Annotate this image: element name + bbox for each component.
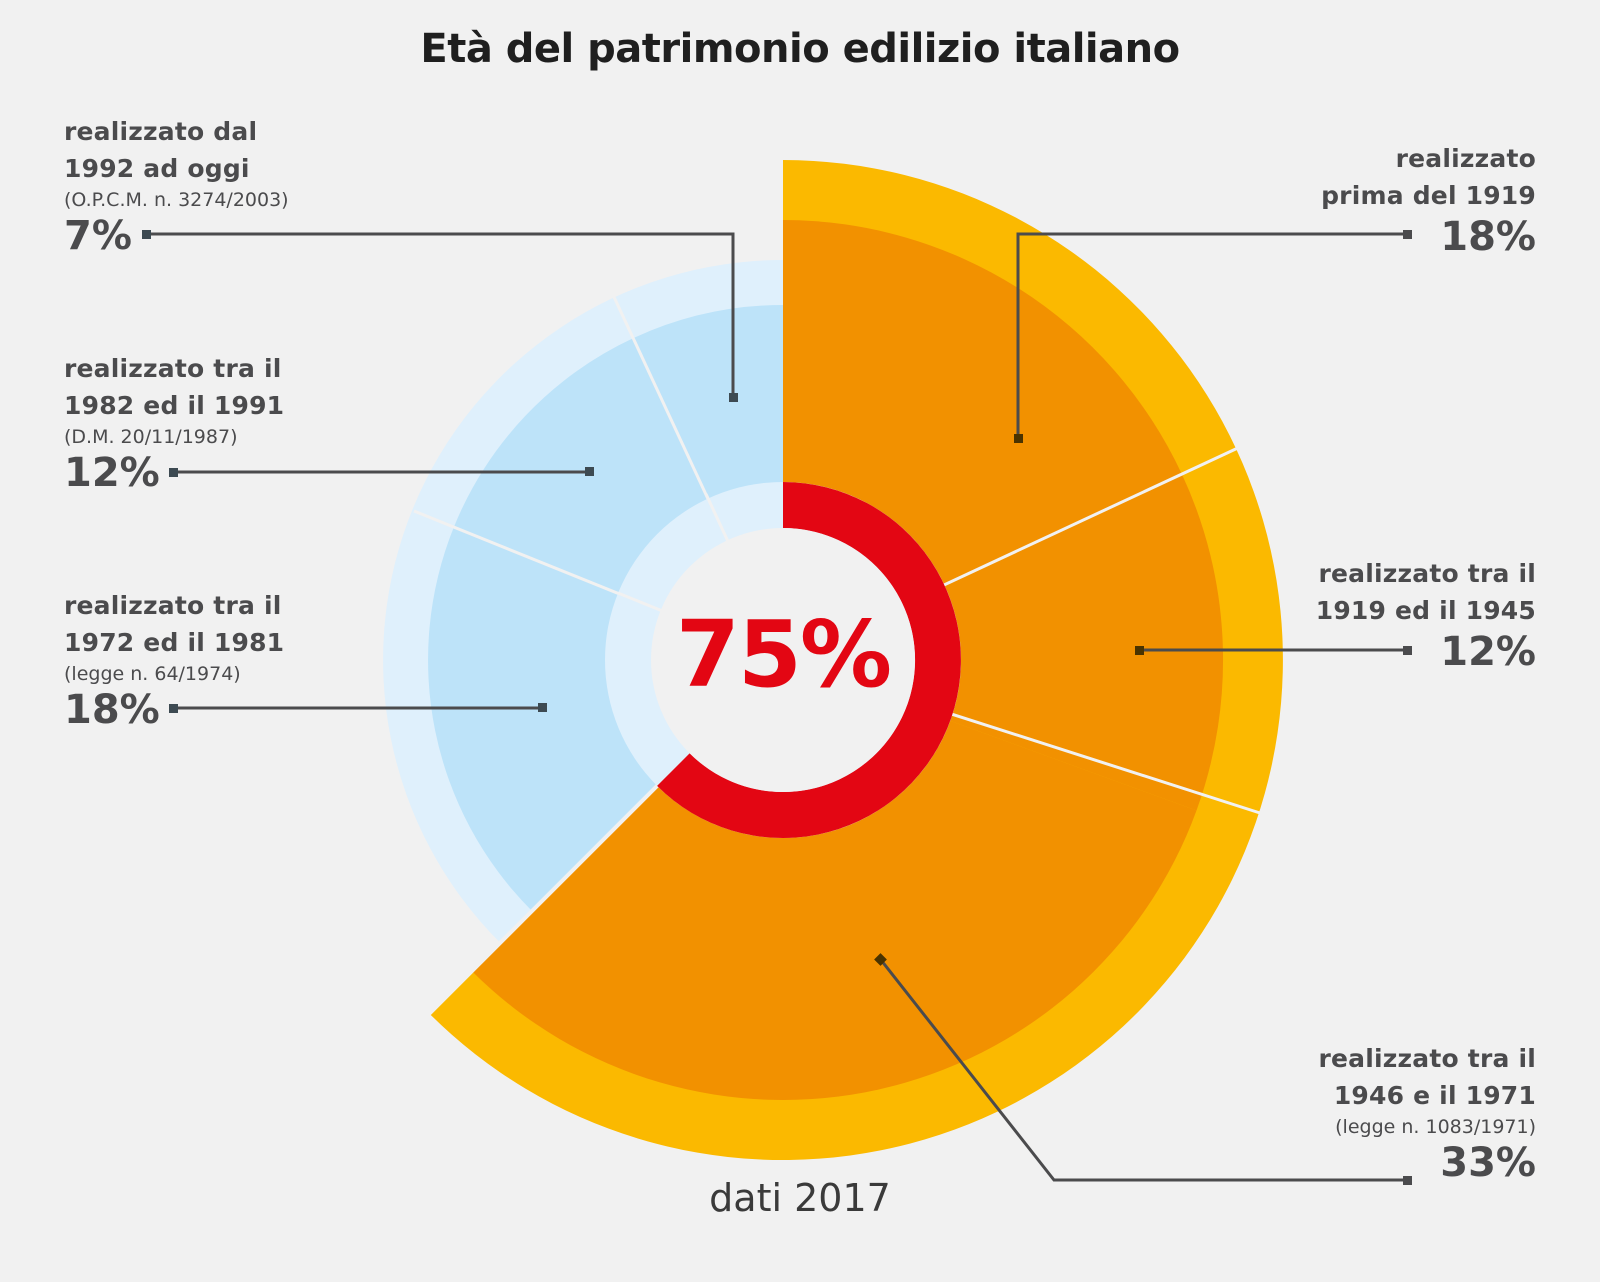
label-1982-1991: realizzato tra il 1982 ed il 1991 (D.M. … xyxy=(64,354,285,496)
label-1946-1971: realizzato tra il 1946 e il 1971 (legge … xyxy=(1318,1044,1537,1186)
leader-markers xyxy=(142,230,738,713)
sector-1919-1945 xyxy=(783,474,1224,811)
percentage-value: 7% xyxy=(64,213,132,259)
percentage-value: 18% xyxy=(1440,214,1536,260)
data-year-footer: dati 2017 xyxy=(709,1176,891,1220)
label-1919-1945: realizzato tra il 1919 ed il 1945 12% xyxy=(1315,559,1536,675)
leader-lines xyxy=(146,232,1407,1182)
percentage-value: 12% xyxy=(64,450,160,496)
center-percentage: 75% xyxy=(675,601,892,708)
chart-title: Età del patrimonio edilizio italiano xyxy=(420,26,1180,72)
center-disc xyxy=(651,528,915,792)
label-1992-today: realizzato dal 1992 ad oggi (O.P.C.M. n.… xyxy=(64,117,289,259)
percentage-value: 18% xyxy=(64,687,160,733)
sector-1946-1971 xyxy=(471,660,1197,1100)
sector-1972-1981 xyxy=(428,527,783,911)
percentage-value: 12% xyxy=(1440,629,1536,675)
red-progress-ring xyxy=(657,482,961,838)
percentage-value: 33% xyxy=(1440,1140,1536,1186)
label-1972-1981: realizzato tra il 1972 ed il 1981 (legge… xyxy=(64,591,285,733)
label-pre-1919: realizzato prima del 1919 18% xyxy=(1321,144,1536,260)
